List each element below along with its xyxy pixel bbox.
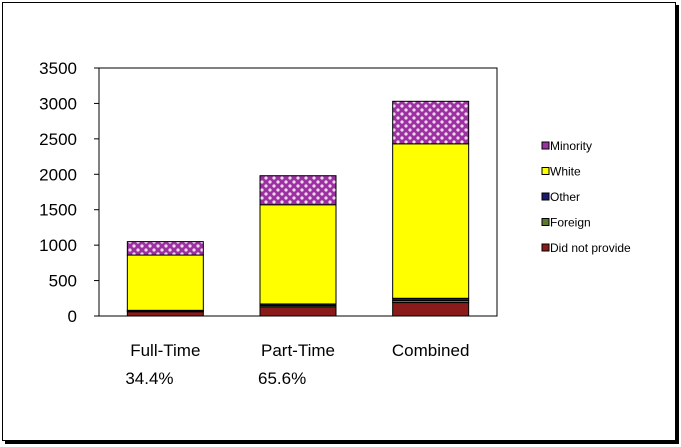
bar-segment-minority (259, 175, 337, 206)
bar-segment-white (126, 254, 204, 311)
x-category-label: Full-Time (130, 341, 200, 360)
x-category-sublabel: 65.6% (258, 369, 306, 388)
y-tick-label: 1000 (39, 236, 77, 255)
y-tick-label: 500 (49, 272, 77, 291)
legend-swatch (541, 218, 550, 226)
legend-swatch (541, 167, 550, 175)
y-tick-label: 1500 (39, 201, 77, 220)
x-category-label: Part-Time (261, 341, 335, 360)
x-category-label: Combined (392, 341, 470, 360)
bar-segment-white (259, 204, 337, 305)
bar-segment-minority (392, 100, 470, 145)
legend-label: Foreign (550, 216, 591, 230)
bar-segment-did-not-provide (126, 311, 204, 317)
legend-label: Did not provide (550, 241, 631, 255)
bar-segment-did-not-provide (392, 302, 470, 317)
bar-segment-minority (126, 241, 204, 256)
bar-segment-did-not-provide (259, 306, 337, 317)
y-tick-label: 0 (68, 307, 77, 326)
y-tick-label: 3000 (39, 94, 77, 113)
y-tick-label: 3500 (39, 59, 77, 78)
x-category-sublabel: 34.4% (125, 369, 173, 388)
y-tick-label: 2500 (39, 130, 77, 149)
y-tick-label: 2000 (39, 165, 77, 184)
bar-segment-white (392, 143, 470, 299)
legend-swatch (541, 243, 550, 252)
legend-swatch (541, 141, 550, 150)
legend-label: White (550, 165, 581, 179)
legend-label: Other (550, 190, 580, 204)
legend-swatch (541, 192, 550, 201)
legend-label: Minority (550, 139, 592, 153)
